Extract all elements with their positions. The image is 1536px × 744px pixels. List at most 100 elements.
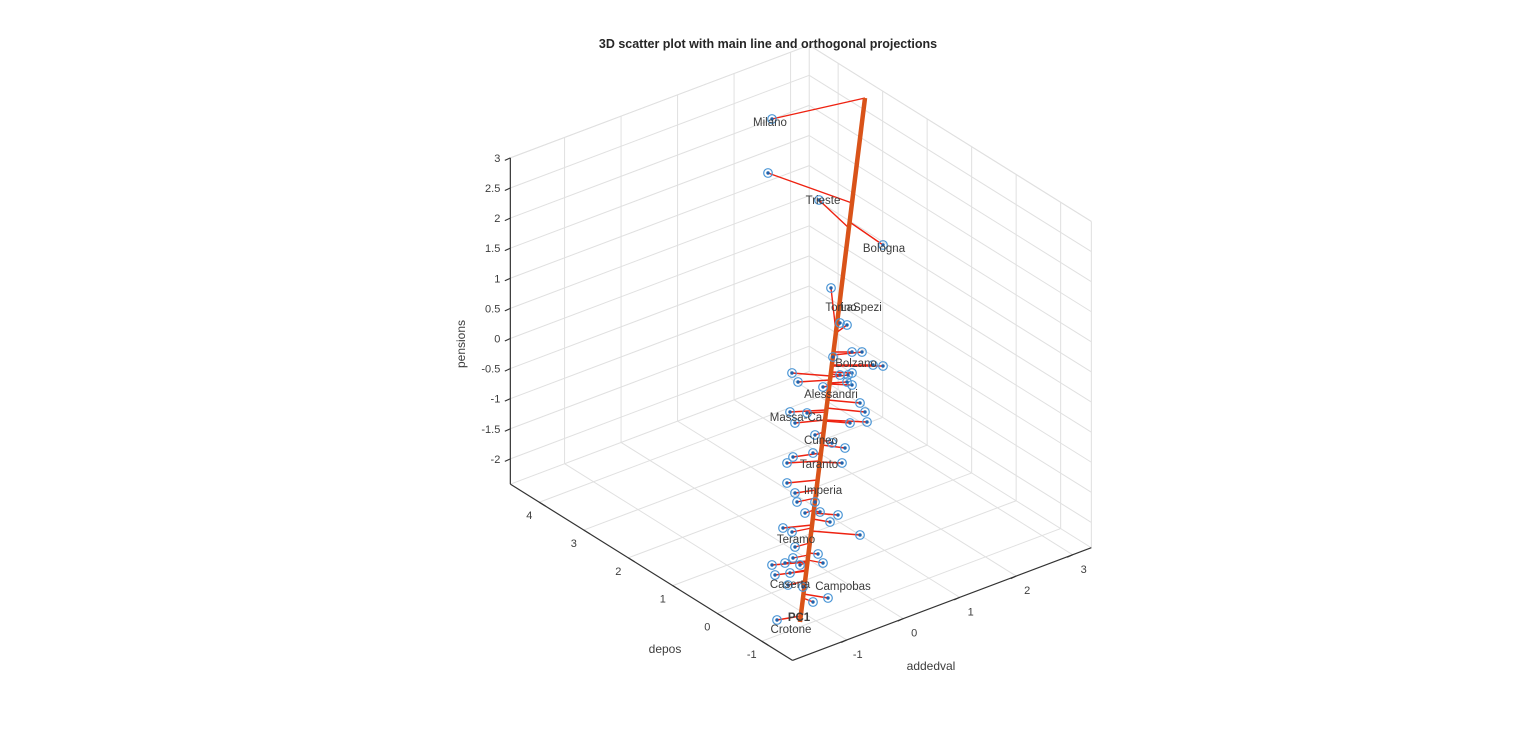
projection-line — [792, 554, 809, 559]
z-tick-label: 1 — [494, 273, 500, 285]
grid-line — [510, 195, 810, 309]
data-point-marker — [782, 478, 792, 488]
data-point-marker — [793, 377, 803, 387]
projection-line — [812, 518, 831, 523]
data-point-marker — [800, 508, 810, 518]
x-tick-mark — [627, 557, 635, 563]
data-point-marker — [787, 527, 797, 537]
projection-line — [797, 379, 831, 383]
data-point-marker — [790, 418, 800, 428]
city-label: Taranto — [800, 459, 838, 471]
y-tick-label: 3 — [1081, 564, 1087, 576]
data-point-dot — [793, 421, 797, 425]
projection-line — [818, 199, 850, 229]
data-point-marker — [845, 418, 855, 428]
data-point-marker — [878, 361, 888, 371]
projection-line — [786, 479, 818, 484]
projection-line — [807, 559, 824, 564]
data-point-marker — [798, 582, 808, 592]
z-tick-mark — [504, 337, 511, 342]
grid-line — [808, 104, 1092, 283]
x-tick-mark — [761, 640, 769, 646]
data-point-dot — [817, 198, 821, 202]
data-point-dot — [850, 350, 854, 354]
z-tick-label: 0.5 — [485, 303, 500, 315]
grid-line — [808, 255, 1092, 433]
data-point-marker — [790, 542, 800, 552]
projection-line — [811, 530, 861, 536]
city-label: Bologna — [863, 243, 906, 255]
z-tick-label: -1 — [491, 394, 501, 406]
city-label: Teramo — [777, 534, 815, 546]
y-tick-mark — [1010, 575, 1017, 580]
projection-line — [789, 409, 827, 413]
y-tick-mark — [953, 596, 960, 601]
data-point-marker — [790, 488, 800, 498]
data-point-marker — [787, 368, 797, 378]
data-point-dot — [805, 411, 809, 415]
grid-line — [510, 104, 810, 219]
data-point-dot — [766, 171, 770, 175]
x-tick-label: 1 — [660, 594, 666, 606]
grid-line — [510, 255, 810, 370]
data-point-marker — [802, 408, 812, 418]
data-point-marker — [808, 597, 818, 607]
projection-line — [794, 419, 826, 424]
data-point-dot — [821, 561, 825, 565]
y-tick-label: 0 — [911, 628, 917, 640]
data-point-dot — [838, 321, 842, 325]
projection-line — [829, 383, 853, 386]
data-point-marker — [862, 417, 872, 427]
city-label: LaSpezi — [840, 302, 882, 314]
data-point-dot — [775, 618, 779, 622]
projection-line — [787, 580, 806, 586]
data-point-marker — [815, 507, 825, 517]
data-point-marker — [842, 320, 852, 330]
data-point-marker — [818, 558, 828, 568]
data-point-dot — [813, 500, 817, 504]
data-point-dot — [773, 573, 777, 577]
data-point-dot — [828, 520, 832, 524]
grid-line — [620, 441, 904, 620]
x-axis-line — [510, 483, 793, 661]
data-point-dot — [836, 513, 840, 517]
z-tick-mark — [504, 247, 511, 252]
city-label: Imperia — [804, 485, 843, 497]
city-label: Torino — [825, 302, 856, 314]
data-point-dot — [821, 385, 825, 389]
data-point-dot — [803, 511, 807, 515]
z-tick-mark — [504, 217, 511, 222]
data-point-dot — [858, 533, 862, 537]
data-point-dot — [811, 600, 815, 604]
z-tick-label: 2 — [494, 213, 500, 225]
grid-line — [733, 399, 1017, 577]
data-point-dot — [793, 545, 797, 549]
data-point-dot — [816, 552, 820, 556]
grid-line — [677, 420, 960, 598]
data-point-marker — [814, 195, 824, 205]
data-point-dot — [845, 323, 849, 327]
z-tick-mark — [504, 307, 511, 312]
data-point-dot — [785, 461, 789, 465]
data-point-dot — [865, 420, 869, 424]
data-point-marker — [857, 347, 867, 357]
projection-line — [767, 172, 853, 204]
x-tick-label: 2 — [615, 566, 621, 578]
data-point-dot — [813, 433, 817, 437]
data-point-marker — [842, 377, 852, 387]
projection-line — [786, 460, 821, 464]
z-tick-mark — [504, 277, 511, 282]
z-tick-mark — [504, 458, 511, 462]
projection-line — [829, 381, 848, 384]
box-edge — [510, 371, 810, 485]
grid-line — [808, 285, 1092, 463]
data-point-dot — [791, 556, 795, 560]
data-point-marker — [855, 398, 865, 408]
z-tick-label: 0 — [494, 333, 500, 345]
data-point-marker — [813, 549, 823, 559]
x-tick-mark — [538, 501, 546, 507]
city-label: Cuneo — [804, 435, 838, 447]
plot-title: 3D scatter plot with main line and ortho… — [598, 37, 938, 51]
y-tick-mark — [840, 639, 847, 643]
